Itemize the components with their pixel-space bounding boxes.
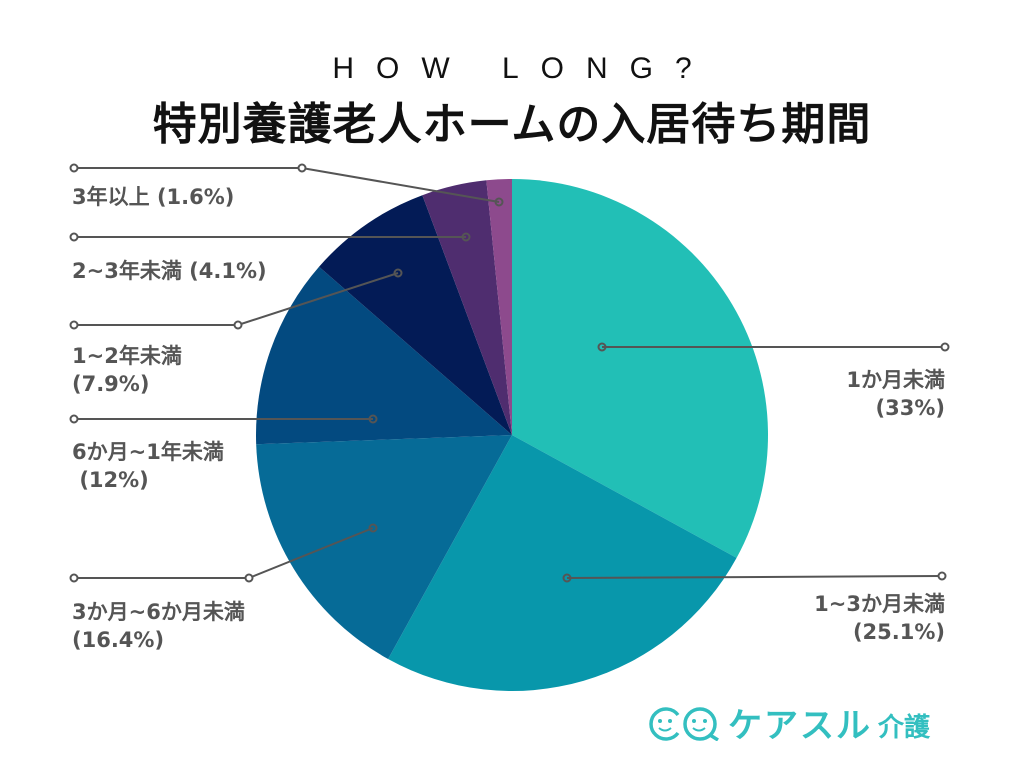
chart-subtitle: HOW LONG? <box>332 52 714 85</box>
leader-dot <box>69 414 79 424</box>
label-slice-6: 3年以上 (1.6%) <box>72 185 235 209</box>
leader-dot <box>937 571 947 581</box>
leader-dot <box>69 232 79 242</box>
pie-slice-3 <box>256 266 512 445</box>
leader-dot <box>69 573 79 583</box>
pie-slice-2 <box>256 435 512 660</box>
logo-sub: 介護 <box>878 713 931 743</box>
leader-dot <box>393 268 403 278</box>
pie-slice-0 <box>512 179 768 558</box>
logo-brand: ケアスル <box>728 706 872 746</box>
leader-dot <box>597 342 607 352</box>
leader-dot <box>297 163 307 173</box>
leader-dot <box>562 573 572 583</box>
pie-slice-4 <box>319 195 512 435</box>
label-slice-5: 2~3年未満 (4.1%) <box>72 259 267 283</box>
pie-slice-1 <box>388 435 737 691</box>
label-slice-4: 1~2年未満 (7.9%) <box>72 344 182 396</box>
leader-dot <box>69 320 79 330</box>
pie-slice-5 <box>422 180 512 435</box>
smiley-faces-icon <box>649 706 719 741</box>
leader-dot <box>368 523 378 533</box>
pie-slice-6 <box>486 179 512 435</box>
logo: ケアスル 介護 <box>648 698 930 747</box>
label-slice-2: 3か月~6か月未満 (16.4%) <box>72 600 245 652</box>
leader-line-1 <box>566 575 943 579</box>
leader-dot <box>940 342 950 352</box>
label-slice-0: 1か月未満 (33%) <box>846 368 945 420</box>
leader-dot <box>244 573 254 583</box>
label-slice-1: 1~3か月未満 (25.1%) <box>814 592 945 644</box>
leader-dot <box>461 232 471 242</box>
label-slice-3: 6か月~1年未満 (12%) <box>72 440 224 492</box>
leader-dot <box>368 414 378 424</box>
leader-dot <box>494 197 504 207</box>
leader-dot <box>69 163 79 173</box>
leader-dot <box>233 320 243 330</box>
chart-title: 特別養護老人ホームの入居待ち期間 <box>152 99 872 150</box>
